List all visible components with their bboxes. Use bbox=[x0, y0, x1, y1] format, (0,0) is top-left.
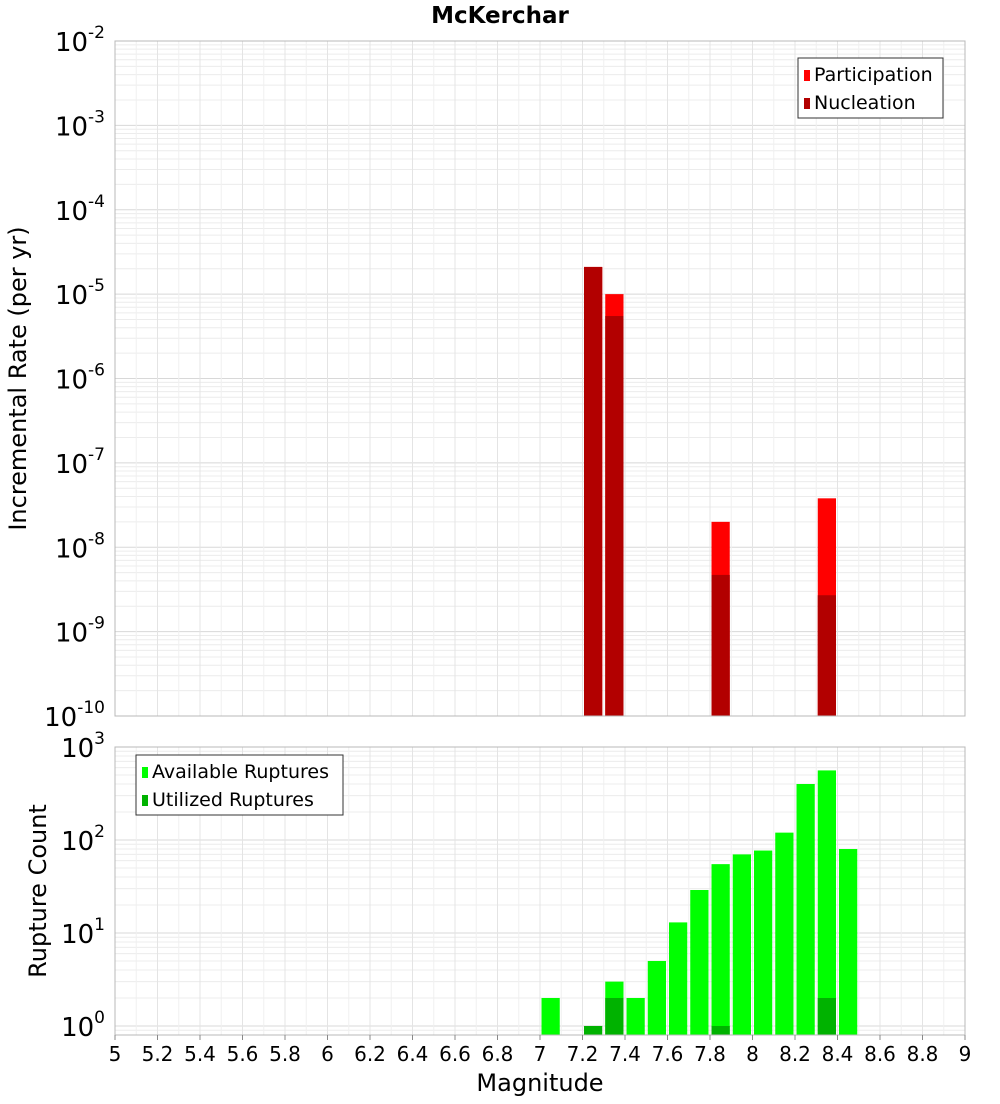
y-tick-exponent: -4 bbox=[88, 192, 105, 212]
y-tick-base: 10 bbox=[55, 28, 88, 58]
bar-available-ruptures bbox=[796, 784, 815, 1035]
y-tick-label: 10-3 bbox=[55, 107, 105, 142]
y-tick-exponent: -3 bbox=[88, 107, 105, 127]
x-tick-label: 9 bbox=[959, 1042, 972, 1066]
y-tick-base: 10 bbox=[61, 1013, 94, 1043]
y-tick-base: 10 bbox=[55, 281, 88, 311]
y-tick-base: 10 bbox=[55, 366, 88, 396]
y-tick-base: 10 bbox=[55, 619, 88, 649]
x-tick-label: 7.4 bbox=[609, 1042, 641, 1066]
x-tick-label: 7.6 bbox=[652, 1042, 684, 1066]
bar-available-ruptures bbox=[626, 997, 645, 1035]
x-tick-label: 7.2 bbox=[567, 1042, 599, 1066]
legend-swatch bbox=[804, 70, 810, 81]
y-tick-exponent: -5 bbox=[88, 276, 105, 296]
bar-utilized-ruptures bbox=[605, 997, 624, 1035]
bar-available-ruptures bbox=[732, 854, 751, 1035]
y-tick-label: 10-2 bbox=[55, 23, 105, 58]
x-tick-label: 8.2 bbox=[779, 1042, 811, 1066]
y-tick-label: 103 bbox=[61, 729, 105, 764]
y-tick-exponent: -7 bbox=[88, 445, 105, 465]
y-tick-exponent: -2 bbox=[88, 23, 105, 43]
y-tick-exponent: -8 bbox=[88, 529, 105, 549]
bar-available-ruptures bbox=[754, 850, 773, 1035]
y-axis-label: Incremental Rate (per yr) bbox=[4, 226, 32, 530]
legend-label: Participation bbox=[814, 64, 933, 86]
y-tick-base: 10 bbox=[55, 450, 88, 480]
rate-panel: 10-1010-910-810-710-610-510-410-310-2McK… bbox=[4, 3, 966, 733]
legend-label: Utilized Ruptures bbox=[152, 789, 314, 811]
y-tick-base: 10 bbox=[61, 734, 94, 764]
plot-frame bbox=[114, 40, 966, 717]
y-tick-base: 10 bbox=[61, 827, 94, 857]
y-tick-base: 10 bbox=[61, 920, 94, 950]
y-tick-label: 10-4 bbox=[55, 192, 105, 227]
legend-label: Available Ruptures bbox=[152, 761, 329, 783]
bar-available-ruptures bbox=[690, 889, 709, 1035]
x-tick-label: 6.4 bbox=[397, 1042, 429, 1066]
legend-swatch bbox=[804, 98, 810, 109]
y-tick-exponent: -10 bbox=[77, 698, 105, 718]
y-tick-label: 10-6 bbox=[55, 361, 105, 396]
x-tick-label: 5.6 bbox=[227, 1042, 259, 1066]
x-tick-label: 7.8 bbox=[694, 1042, 726, 1066]
x-tick-label: 8.4 bbox=[822, 1042, 854, 1066]
bar-nucleation bbox=[584, 266, 603, 716]
x-tick-label: 6 bbox=[321, 1042, 334, 1066]
y-tick-label: 10-8 bbox=[55, 529, 105, 564]
bar-utilized-ruptures bbox=[817, 997, 836, 1035]
y-tick-base: 10 bbox=[55, 197, 88, 227]
bar-utilized-ruptures bbox=[584, 1025, 603, 1035]
x-tick-label: 8 bbox=[746, 1042, 759, 1066]
y-tick-exponent: 0 bbox=[94, 1008, 105, 1028]
legend-swatch bbox=[142, 767, 148, 778]
bar-available-ruptures bbox=[711, 864, 730, 1035]
bar-available-ruptures bbox=[817, 770, 836, 1035]
y-tick-label: 10-5 bbox=[55, 276, 105, 311]
y-tick-exponent: -9 bbox=[88, 614, 105, 634]
x-tick-label: 6.6 bbox=[439, 1042, 471, 1066]
y-tick-label: 10-7 bbox=[55, 445, 105, 480]
bar-available-ruptures bbox=[669, 922, 688, 1035]
legend-label: Nucleation bbox=[814, 92, 916, 114]
x-tick-label: 5.2 bbox=[142, 1042, 174, 1066]
chart-title: McKerchar bbox=[431, 3, 569, 29]
y-tick-label: 101 bbox=[61, 915, 105, 950]
bar-available-ruptures bbox=[647, 960, 666, 1035]
y-tick-base: 10 bbox=[55, 112, 88, 142]
bar-available-ruptures bbox=[775, 832, 794, 1035]
legend-box bbox=[797, 57, 944, 119]
bar-nucleation bbox=[817, 595, 836, 716]
x-tick-label: 5 bbox=[109, 1042, 122, 1066]
x-tick-label: 6.2 bbox=[354, 1042, 386, 1066]
y-tick-exponent: -6 bbox=[88, 361, 105, 381]
y-tick-exponent: 2 bbox=[94, 822, 105, 842]
y-tick-label: 102 bbox=[61, 822, 105, 857]
legend-box bbox=[135, 754, 344, 816]
y-tick-base: 10 bbox=[44, 703, 77, 733]
bar-available-ruptures bbox=[839, 849, 858, 1035]
bar-available-ruptures bbox=[541, 997, 560, 1035]
y-tick-exponent: 3 bbox=[94, 729, 105, 749]
legend-swatch bbox=[142, 795, 148, 806]
y-tick-label: 10-9 bbox=[55, 614, 105, 649]
x-tick-label: 8.8 bbox=[907, 1042, 939, 1066]
x-tick-label: 6.8 bbox=[482, 1042, 514, 1066]
x-tick-label: 7 bbox=[534, 1042, 547, 1066]
bar-nucleation bbox=[711, 574, 730, 716]
x-tick-label: 8.6 bbox=[864, 1042, 896, 1066]
bar-utilized-ruptures bbox=[711, 1025, 730, 1035]
y-tick-exponent: 1 bbox=[94, 915, 105, 935]
y-tick-label: 10-10 bbox=[44, 698, 105, 733]
x-tick-label: 5.4 bbox=[184, 1042, 216, 1066]
y-tick-base: 10 bbox=[55, 534, 88, 564]
bar-nucleation bbox=[605, 316, 624, 716]
y-tick-label: 100 bbox=[61, 1008, 105, 1043]
y-axis-label: Rupture Count bbox=[24, 804, 52, 978]
x-axis-label: Magnitude bbox=[476, 1069, 603, 1097]
x-tick-label: 5.8 bbox=[269, 1042, 301, 1066]
